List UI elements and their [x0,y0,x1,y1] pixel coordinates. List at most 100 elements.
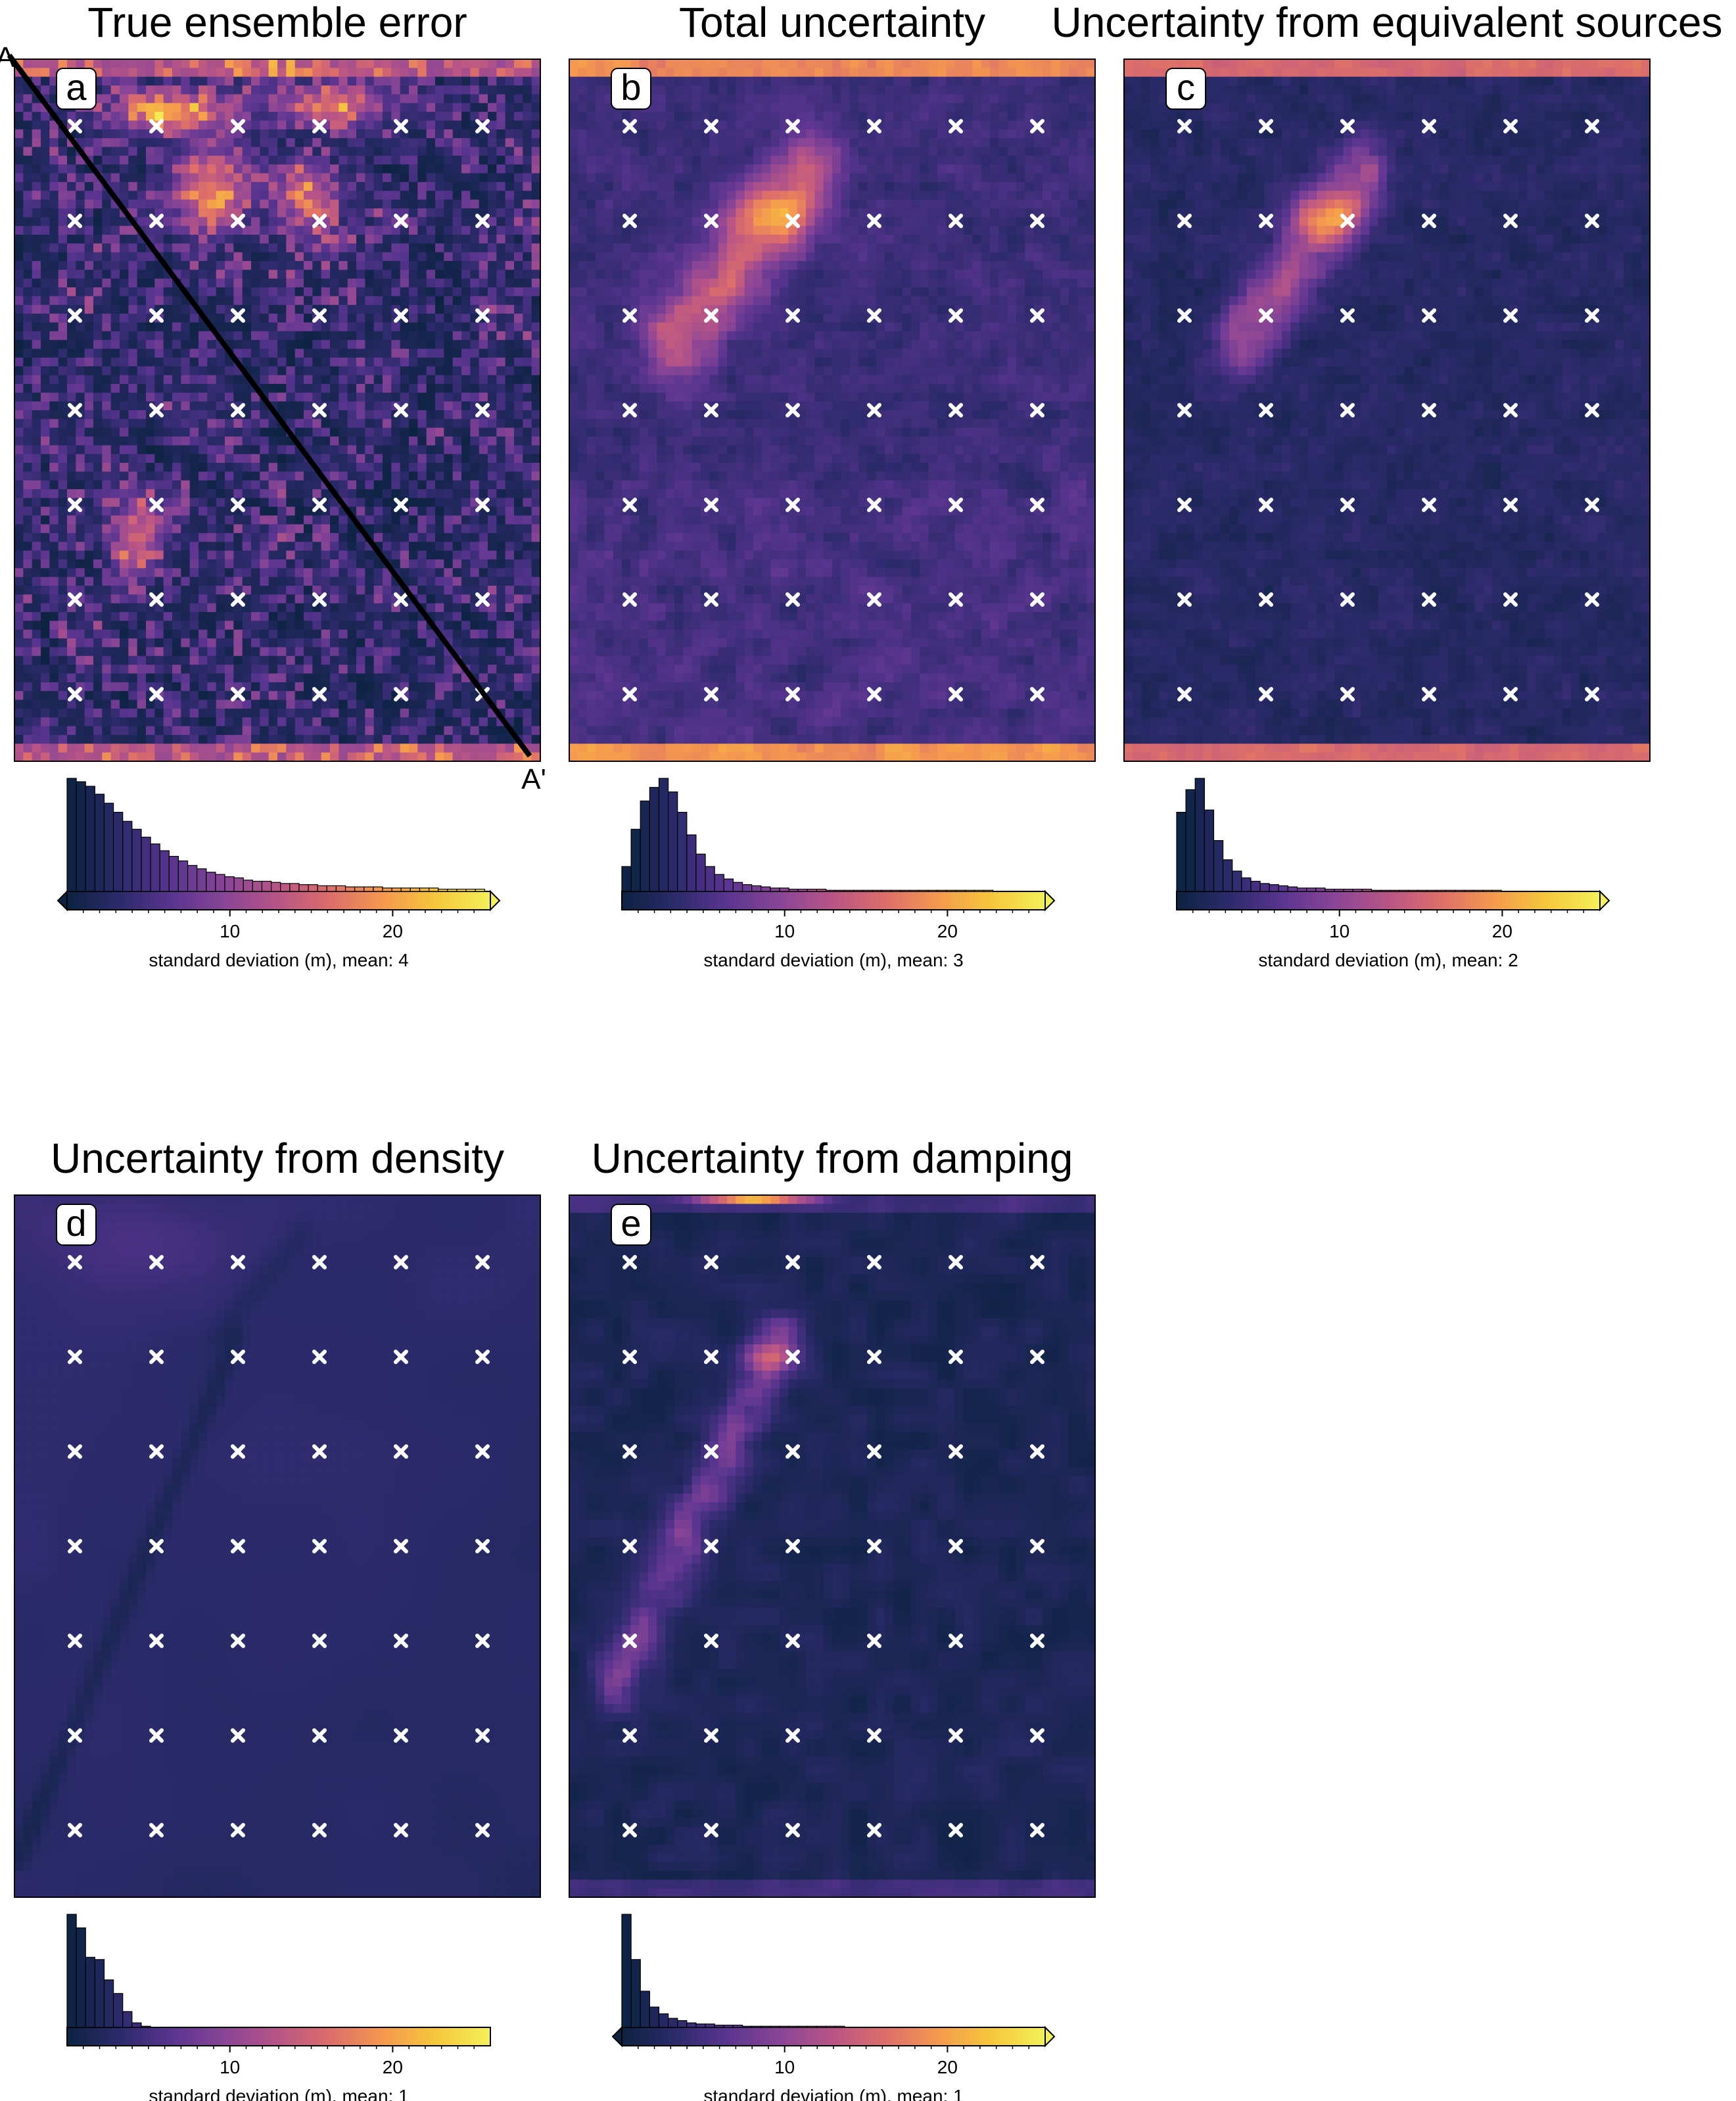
heatmap-cell [505,243,515,253]
heatmap-cell [435,392,444,402]
heatmap-cell [294,638,304,648]
heatmap-cell [488,340,497,350]
heatmap-cell [514,691,523,701]
heatmap-cell [294,603,304,613]
heatmap-cell [391,586,401,595]
heatmap-cell [417,532,427,542]
heatmap-cell [216,129,225,139]
panel-a-heatmap [14,59,541,762]
heatmap-cell [294,173,304,183]
heatmap-cell [110,708,120,718]
heatmap-cell [172,427,181,437]
heatmap-cell [347,480,357,490]
heatmap-cell [330,173,339,183]
heatmap-cell [102,208,112,218]
heatmap-cell [330,59,339,68]
heatmap-cell [330,524,339,534]
heatmap-cell [260,270,270,279]
heatmap-cell [163,419,173,429]
heatmap-cell [76,348,85,358]
heatmap-cell [110,471,120,481]
heatmap-cell [452,673,462,683]
heatmap-cell [373,445,383,455]
heatmap-cell [488,682,497,692]
heatmap-cell [330,287,339,297]
heatmap-cell [137,655,147,665]
heatmap-cell [902,59,912,68]
heatmap-cell [76,419,85,429]
heatmap-cell [23,498,33,508]
heatmap-cell [67,243,76,253]
heatmap-cell [137,252,147,262]
heatmap-cell [347,94,357,104]
heatmap-cell [435,726,444,736]
heatmap-cell [110,586,120,595]
heatmap-cell [189,120,199,130]
heatmap-cell [76,726,85,736]
heatmap-cell [110,314,120,323]
heatmap-cell [400,173,410,183]
heatmap-cell [479,173,488,183]
heatmap-cell [304,217,313,227]
heatmap-cell [146,287,155,297]
heatmap-cell [339,445,348,455]
heatmap-cell [49,270,59,279]
heatmap-cell [339,471,348,481]
heatmap-cell [199,322,208,332]
heatmap-cell [120,629,129,639]
heatmap-cell [523,366,532,376]
heatmap-cell [461,699,471,709]
heatmap-cell [294,655,304,665]
heatmap-cell [461,515,471,525]
heatmap-cell [277,594,287,604]
heatmap-cell [505,559,515,569]
heatmap-cell [373,181,383,191]
heatmap-cell [128,392,138,402]
heatmap-cell [356,550,365,560]
heatmap-cell [251,515,260,525]
heatmap-cell [409,85,418,95]
heatmap-cell [277,331,287,341]
heatmap-cell [496,68,506,78]
heatmap-cell [514,665,523,674]
heatmap-cell [233,427,243,437]
heatmap-cell [41,445,50,455]
heatmap-cell [444,427,454,437]
heatmap-cell [172,559,181,569]
heatmap-cell [417,59,427,68]
heatmap-cell [225,427,234,437]
heatmap-cell [49,734,59,744]
heatmap-cell [461,682,471,692]
heatmap-cell [373,261,383,270]
station-marker [394,403,408,417]
heatmap-cell [154,471,164,481]
heatmap-cell [128,340,138,350]
heatmap-cell [479,296,488,306]
heatmap-cell [181,586,191,595]
heatmap-cell [496,383,506,393]
heatmap-cell [120,568,129,578]
heatmap-cell [76,445,85,455]
heatmap-cell [461,419,471,429]
station-marker [312,498,327,512]
heatmap-cell [383,191,392,201]
heatmap-cell [23,673,33,683]
heatmap-cell [146,392,155,402]
heatmap-cell [531,383,541,393]
heatmap-cell [120,603,129,613]
heatmap-cell [321,296,331,306]
heatmap-cell [435,410,444,419]
heatmap-cell [242,322,252,332]
heatmap-cell [347,489,357,499]
heatmap-cell [452,357,462,367]
heatmap-cell [383,638,392,648]
heatmap-cell [189,225,199,235]
heatmap-cell [461,85,471,95]
heatmap-cell [146,270,155,279]
heatmap-cell [400,155,410,165]
heatmap-cell [339,744,348,753]
heatmap-cell [260,655,270,665]
heatmap-cell [23,401,33,411]
heatmap-cell [49,498,59,508]
heatmap-cell [84,629,94,639]
